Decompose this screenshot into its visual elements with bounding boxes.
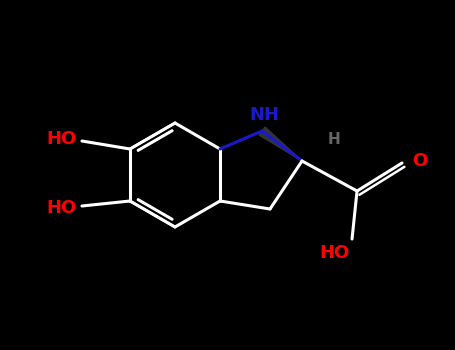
Text: NH: NH — [249, 106, 279, 124]
Text: HO: HO — [319, 244, 349, 262]
Text: HO: HO — [47, 130, 77, 148]
Text: O: O — [412, 152, 428, 170]
Text: HO: HO — [47, 199, 77, 217]
Polygon shape — [259, 127, 302, 161]
Text: H: H — [328, 132, 340, 147]
